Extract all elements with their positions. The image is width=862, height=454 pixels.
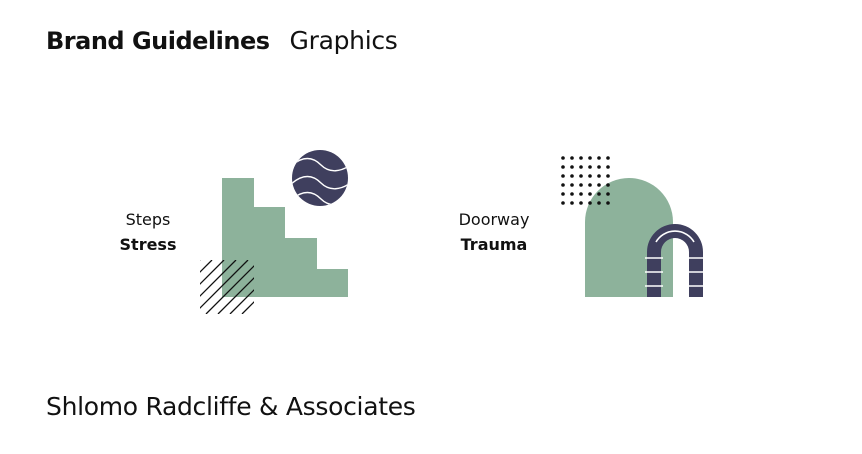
doorway-theme: Trauma [460, 235, 528, 254]
company-name: Shlomo Radcliffe & Associates [46, 392, 416, 421]
steps-graphic-icon [200, 150, 348, 314]
dot-grid [561, 156, 610, 205]
hatch-lines [200, 260, 254, 314]
steps-theme: Stress [119, 235, 177, 254]
doorway-graphic-icon [561, 156, 705, 297]
doorway-label: Doorway Trauma [450, 208, 538, 258]
brand-title: Brand Guidelines [46, 27, 270, 55]
steps-label: Steps Stress [110, 208, 186, 258]
arch-stripes [645, 230, 705, 287]
steps-name: Steps [125, 210, 171, 229]
page-header: Brand Guidelines Graphics [46, 26, 398, 55]
doorway-name: Doorway [458, 210, 530, 229]
section-title: Graphics [289, 26, 398, 55]
inner-arch [647, 224, 703, 297]
